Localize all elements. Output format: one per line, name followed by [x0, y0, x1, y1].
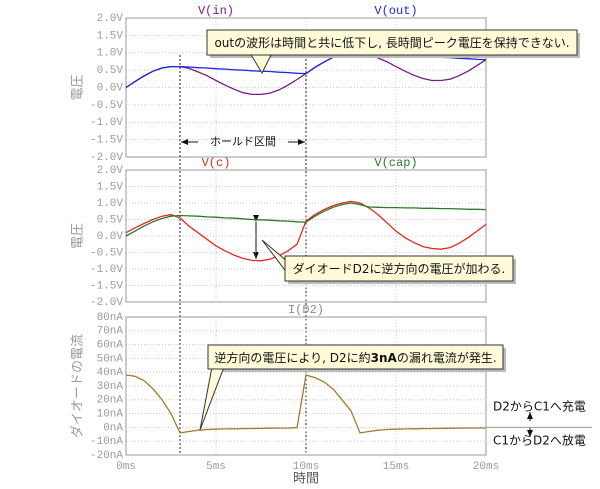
- y-axis-label: 電圧: [71, 223, 86, 249]
- callout-box: [206, 29, 578, 56]
- y-tick-label: 2.0V: [97, 13, 124, 25]
- legend-entry: I(D2): [288, 303, 324, 317]
- y-tick-label: -20nA: [90, 450, 123, 462]
- x-tick-label: 10ms: [293, 461, 319, 473]
- legend-entry: V(out): [374, 4, 417, 18]
- y-tick-label: -1.0V: [90, 264, 123, 276]
- y-tick-label: 70nA: [97, 326, 124, 338]
- callout-box: [284, 255, 514, 282]
- series-line: [125, 202, 487, 237]
- y-tick-label: 30nA: [97, 381, 124, 393]
- callout-text: ダイオードD2に逆方向の電圧が加わる.: [293, 261, 506, 276]
- y-tick-label: -2.0V: [90, 297, 123, 309]
- callout-text-part: 3nA: [371, 351, 398, 365]
- y-tick-label: 1.5V: [97, 181, 124, 193]
- y-tick-label: 20nA: [97, 395, 124, 407]
- side-label: C1からD2へ放電: [493, 433, 586, 448]
- plot-frame: [125, 316, 487, 456]
- y-tick-label: 0.5V: [97, 214, 124, 226]
- y-axis-label: 電圧: [71, 74, 86, 100]
- y-tick-label: -1.0V: [90, 117, 123, 129]
- series-line: [125, 374, 486, 434]
- x-tick-label: 15ms: [383, 461, 409, 473]
- y-tick-label: 2.0V: [97, 165, 124, 177]
- y-tick-label: -1.5V: [90, 135, 123, 147]
- y-tick-label: 0.0V: [97, 82, 124, 94]
- y-tick-label: 1.0V: [97, 48, 124, 60]
- y-tick-label: 50nA: [97, 353, 124, 365]
- hold-label: ホールド区間: [210, 135, 276, 148]
- callout-pointer: [199, 366, 225, 431]
- y-tick-label: 60nA: [97, 340, 124, 352]
- y-tick-label: 0nA: [103, 422, 123, 434]
- y-tick-label: 80nA: [97, 312, 124, 324]
- callout-text-part: 逆方向の電圧により, D2に約: [214, 350, 370, 365]
- callout-pointer: [261, 239, 289, 276]
- callout-text: outの波形は時間と共に低下し, 長時間ピーク電圧を保持できない.: [214, 35, 569, 50]
- x-tick-label: 0ms: [116, 461, 136, 473]
- side-label: D2からC1へ充電: [493, 399, 586, 414]
- y-axis-label: ダイオードの電流: [71, 334, 86, 438]
- y-tick-label: -2.0V: [90, 152, 123, 164]
- legend-entry: V(cap): [374, 156, 417, 170]
- y-tick-label: 1.0V: [97, 198, 124, 210]
- callout-text-part: の漏れ電流が発生.: [397, 350, 497, 365]
- callout-box: [207, 344, 504, 370]
- y-tick-label: -0.5V: [90, 100, 123, 112]
- y-tick-label: 0.0V: [97, 231, 124, 243]
- callout-pointer: [249, 52, 273, 75]
- y-tick-label: 1.5V: [97, 30, 124, 42]
- x-axis-label: 時間: [293, 472, 319, 487]
- x-tick-label: 20ms: [473, 461, 499, 473]
- y-tick-label: -1.5V: [90, 280, 123, 292]
- y-tick-label: 40nA: [97, 367, 124, 379]
- callout-text: 逆方向の電圧により, D2に約3nAの漏れ電流が発生.: [214, 350, 496, 365]
- y-tick-label: 0.5V: [97, 65, 124, 77]
- x-tick-label: 5ms: [206, 461, 226, 473]
- y-tick-label: -0.5V: [90, 247, 123, 259]
- y-tick-label: 10nA: [97, 409, 124, 421]
- legend-entry: V(in): [198, 4, 234, 18]
- series-line: [125, 200, 487, 262]
- legend-entry: V(c): [202, 156, 231, 170]
- y-tick-label: -10nA: [90, 436, 123, 448]
